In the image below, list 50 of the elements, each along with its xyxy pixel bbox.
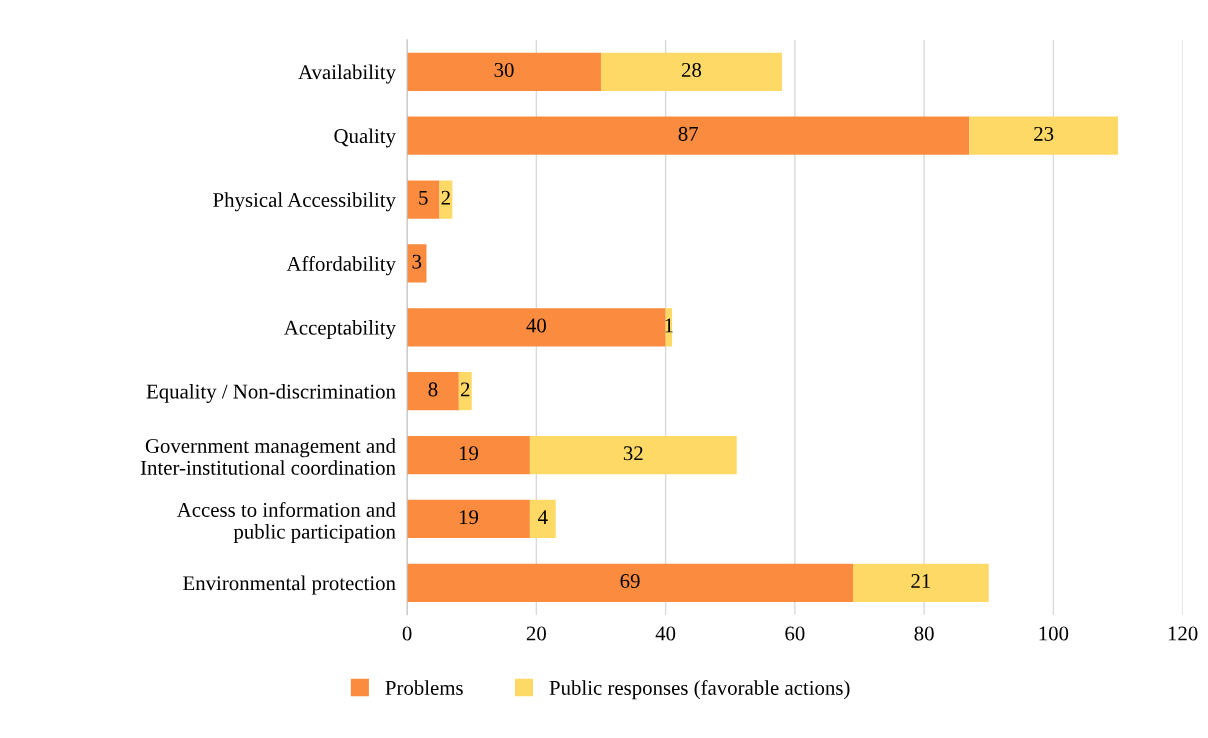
data-label: 87 [678, 126, 699, 141]
bar [407, 308, 666, 347]
x-tick-label: 100 [1039, 626, 1069, 641]
y-tick-label: Quality [334, 128, 396, 148]
data-label: 2 [441, 190, 450, 205]
bar [407, 499, 530, 539]
legend-label: Problems [385, 680, 463, 695]
bar [407, 244, 427, 283]
data-label: 19 [459, 446, 479, 461]
data-label: 69 [620, 574, 640, 589]
bar [407, 435, 530, 475]
y-tick-label: Affordability [286, 256, 396, 276]
data-label: 4 [538, 510, 548, 524]
x-tick-label: 120 [1168, 626, 1198, 641]
data-label: 5 [419, 190, 428, 205]
bar [439, 180, 453, 219]
data-label: 3 [412, 254, 422, 269]
data-label: 21 [911, 574, 931, 588]
bar [458, 372, 472, 411]
y-tick-label: Access to information and public participation [176, 502, 396, 543]
data-label: 8 [428, 382, 438, 397]
y-tick-label: Equality / Non-discrimination [146, 383, 396, 403]
data-label: 28 [681, 62, 702, 78]
bar [853, 563, 989, 602]
data-label: 23 [1034, 126, 1054, 141]
legend-label: Public responses (favorable actions) [549, 680, 850, 700]
bar [407, 563, 854, 602]
x-tick-label: 80 [914, 626, 934, 641]
bar [969, 116, 1118, 155]
bar [407, 52, 601, 91]
data-label: 19 [459, 510, 479, 525]
x-tick-label: 20 [526, 626, 546, 641]
bar [529, 435, 737, 475]
bar [529, 499, 556, 539]
x-tick-label: 0 [402, 626, 412, 641]
x-tick-label: 40 [655, 626, 676, 641]
data-label: 40 [526, 318, 546, 333]
y-tick-label: Government management and Inter-institutional coordination [140, 438, 396, 475]
y-tick-label: Environmental protection [183, 575, 396, 595]
x-tick-label: 60 [785, 626, 805, 641]
y-tick-label: Physical Accessibility [213, 192, 396, 212]
data-label: 30 [494, 62, 514, 78]
bar [407, 372, 459, 411]
bar [600, 52, 782, 91]
bar [407, 116, 970, 155]
y-tick-label: Acceptability [283, 320, 396, 340]
data-label: 32 [623, 446, 643, 461]
bar [407, 180, 440, 219]
data-label: 2 [460, 382, 470, 397]
y-tick-label: Availability [298, 64, 396, 84]
